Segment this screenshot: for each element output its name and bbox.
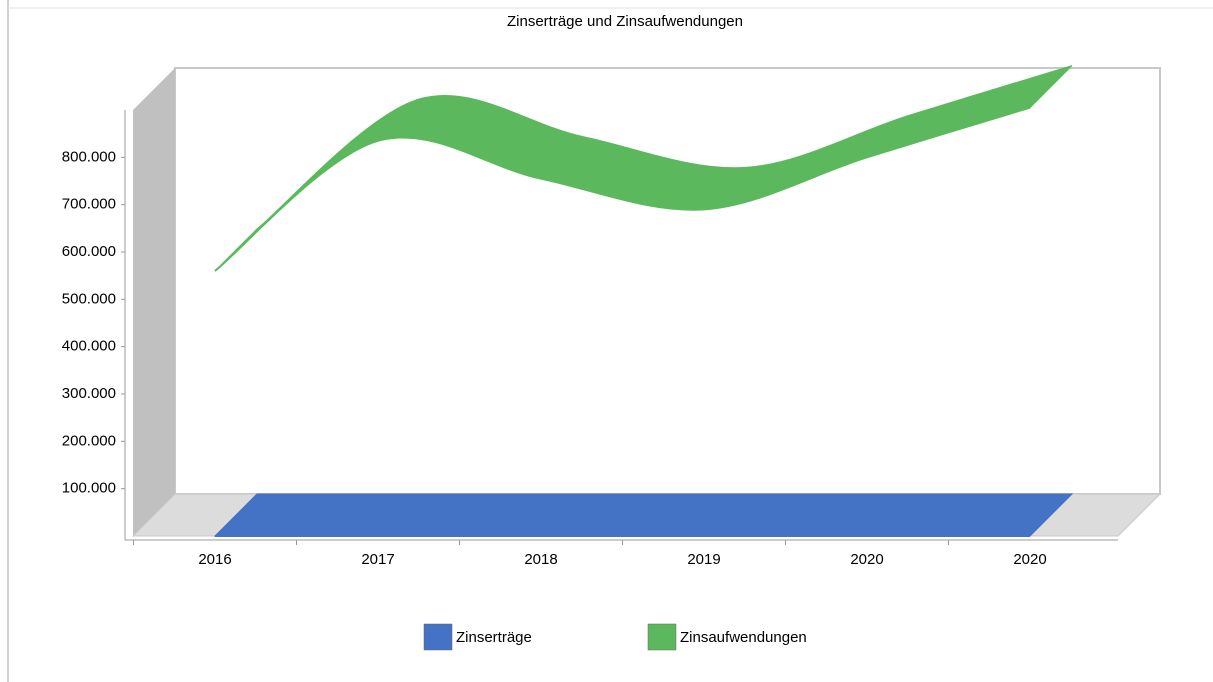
back-wall: [174, 67, 1161, 495]
legend-swatch: [647, 623, 677, 651]
x-tick-label: 2016: [198, 551, 231, 568]
y-tick-label: 200.000: [62, 432, 116, 449]
y-tick-label: 600.000: [62, 243, 116, 260]
x-tick-label: 2018: [524, 551, 557, 568]
y-tick-label: 400.000: [62, 338, 116, 355]
y-tick-label: 800.000: [62, 148, 116, 165]
y-tick-label: 500.000: [62, 290, 116, 307]
x-tick-label: 2019: [687, 551, 720, 568]
x-tick-label: 2017: [361, 551, 394, 568]
y-tick-label: 700.000: [62, 196, 116, 213]
side-wall: [133, 68, 175, 536]
chart-title: Zinserträge und Zinsaufwendungen: [507, 13, 743, 30]
legend-label: Zinserträge: [456, 629, 532, 646]
area-line: [214, 106, 1031, 272]
legend-label: Zinsaufwendungen: [680, 629, 807, 646]
y-tick-label: 100.000: [62, 480, 116, 497]
y-tick-label: 300.000: [62, 385, 116, 402]
area-ribbon: [213, 493, 1074, 537]
x-tick-label: 2020: [850, 551, 883, 568]
legend-swatch: [423, 623, 453, 651]
x-tick-label: 2020: [1013, 551, 1046, 568]
